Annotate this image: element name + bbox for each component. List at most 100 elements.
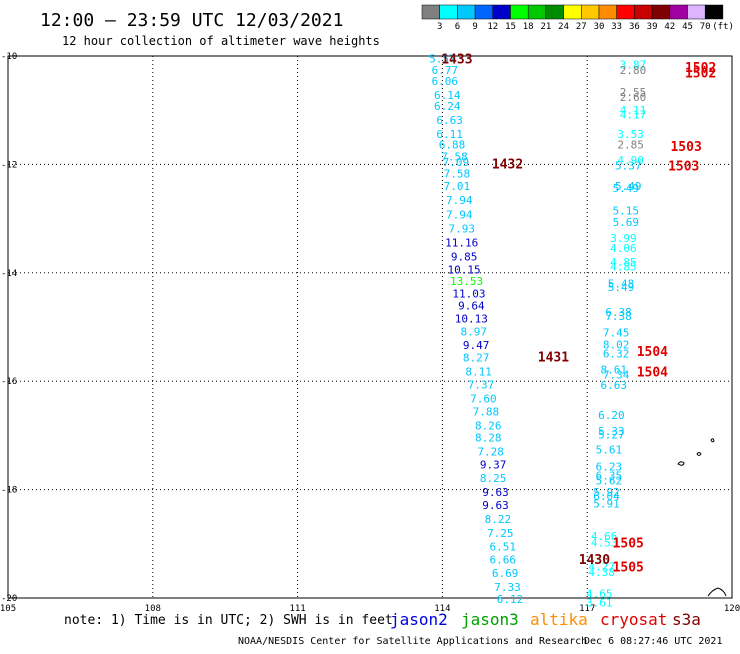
pass-time-label: 1505: [613, 537, 644, 552]
coastline-shape: [707, 587, 727, 597]
axis-ticks: 105 108 111 114 117 120 -10 -12 -14 -16 -18 -20: [0, 52, 740, 614]
wave-height-label: 7.33: [494, 581, 521, 594]
colorbar-swatch: [704, 4, 724, 20]
colorbar-bin-label: 21: [540, 22, 551, 32]
colorbar-swatch: [598, 4, 617, 20]
wave-height-label: 4.66: [591, 530, 618, 543]
wave-height-label: 6.38: [605, 306, 632, 319]
lat-tick-label: -14: [1, 269, 17, 279]
wave-height-label: 5.49: [615, 180, 642, 193]
wave-height-label: 6.63: [436, 114, 463, 127]
colorbar-legend: 3 6 9 12 15 18 21 24 27 30 33 36 39 42 45 70: [421, 4, 724, 32]
wave-height-label: 9.63: [482, 499, 509, 512]
wave-height-label: 7.60: [470, 393, 497, 406]
colorbar-swatch: [545, 4, 564, 20]
wave-height-label: 4.38: [588, 566, 615, 579]
satellite-legend-item: altika: [530, 610, 588, 629]
wave-height-label: 8.61: [600, 363, 627, 376]
wave-height-label: 7.25: [487, 527, 514, 540]
wave-height-label: 4.85: [610, 256, 637, 269]
pass-time-label: 1504: [637, 345, 668, 360]
wave-height-label: 10.13: [455, 312, 488, 325]
wave-height-label: 7.93: [448, 222, 475, 235]
wave-height-label: 9.85: [451, 251, 478, 264]
lon-tick-label: 114: [434, 604, 450, 614]
wave-height-label: 5.92: [593, 486, 620, 499]
colorbar-swatch: [669, 4, 688, 20]
wave-height-label: 7.01: [444, 180, 471, 193]
wave-height-label: 6.32: [603, 348, 630, 361]
wave-height-label: 4.17: [620, 109, 647, 122]
wave-height-label: 8.22: [485, 513, 512, 526]
wave-height-label: 7.58: [444, 168, 471, 181]
wave-height-label: 7.09: [443, 156, 470, 169]
wave-height-label: 7.88: [473, 406, 500, 419]
wave-height-label: 6.63: [600, 379, 627, 392]
satellite-legend-item: cryosat: [600, 610, 667, 629]
wave-height-label: 11.16: [445, 236, 478, 249]
wave-height-label: 3.53: [617, 128, 644, 141]
lon-tick-label: 108: [145, 604, 161, 614]
wave-height-label: 4.65: [586, 588, 613, 601]
colorbar-bin-label: 6: [455, 22, 460, 32]
colorbar-bin-label: 39: [647, 22, 658, 32]
wave-height-label: 6.66: [489, 554, 516, 567]
colorbar-bin-label: 27: [576, 22, 587, 32]
wave-height-label: 7.58: [441, 150, 468, 163]
pass-time-label: 1505: [613, 561, 644, 576]
pass-time-label: 1432: [492, 157, 523, 172]
lat-tick-label: -10: [1, 52, 17, 62]
map-gridlines: [8, 56, 732, 598]
colorbar-swatch: [510, 4, 529, 20]
colorbar-bin-label: 15: [505, 22, 516, 32]
pass-time-label: 1431: [538, 350, 569, 365]
colorbar-bin-label: 12: [487, 22, 498, 32]
wave-height-label: 5.49: [613, 182, 640, 195]
wave-height-label: 6.69: [492, 567, 519, 580]
map-frame: [7, 55, 733, 599]
lat-tick-label: -18: [1, 486, 17, 496]
wave-height-label: 2.85: [617, 138, 644, 151]
lon-tick-label: 117: [579, 604, 595, 614]
wave-height-label: 6.04: [593, 490, 620, 503]
wave-height-label: 6.51: [489, 541, 516, 554]
wave-height-label: 5.33: [598, 425, 625, 438]
wave-height-label: 3.87: [620, 59, 647, 72]
colorbar-bin-label: 3: [437, 22, 442, 32]
wave-height-label: 9.64: [458, 299, 485, 312]
colorbar-bin-label: 24: [558, 22, 569, 32]
wave-height-label: 9.37: [480, 459, 507, 472]
wave-height-label: 5.91: [593, 498, 620, 511]
lon-tick-label: 120: [724, 604, 740, 614]
colorbar-swatch: [563, 4, 582, 20]
wave-height-label: 5.48: [608, 278, 635, 291]
pass-time-label: 1433: [441, 53, 472, 68]
wave-height-label: 5.27: [598, 428, 625, 441]
satellite-legend-item: s3a: [672, 610, 701, 629]
wave-height-label: 6.11: [436, 128, 463, 141]
pass-time-label: 1430: [579, 553, 610, 568]
colorbar-swatch: [474, 4, 494, 20]
wave-height-label: 6.77: [432, 64, 459, 77]
wave-height-label: 6.23: [596, 460, 623, 473]
colorbar-bin-label: 42: [664, 22, 675, 32]
wave-height-label: 5.57: [429, 53, 456, 66]
wave-height-label: 8.27: [463, 351, 490, 364]
wave-height-label: 2.60: [620, 91, 647, 104]
wave-height-label: 5.69: [613, 216, 640, 229]
wave-height-label: 8.25: [480, 472, 507, 485]
wave-height-label: 5.61: [596, 443, 623, 456]
wave-height-label: 6.06: [432, 75, 459, 88]
colorbar-bin-label: 45: [682, 22, 693, 32]
wave-height-label: 6.12: [497, 593, 524, 606]
pass-time-label: 1504: [637, 365, 668, 380]
wave-height-label: 9.47: [463, 339, 490, 352]
land-islands: [677, 438, 727, 597]
wave-height-label: 7.28: [477, 446, 504, 459]
wave-height-label: 2.55: [620, 86, 647, 99]
colorbar-unit: (ft): [712, 22, 734, 32]
colorbar-bin-label: 9: [472, 22, 477, 32]
map-subtitle: 12 hour collection of altimeter wave hei…: [62, 34, 380, 48]
